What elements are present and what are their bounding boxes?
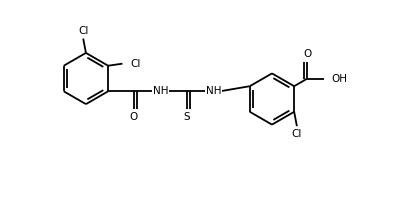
Text: NH: NH: [206, 86, 221, 96]
Text: S: S: [184, 112, 190, 122]
Text: O: O: [130, 112, 138, 122]
Text: Cl: Cl: [78, 26, 88, 36]
Text: Cl: Cl: [130, 59, 141, 69]
Text: Cl: Cl: [292, 129, 302, 139]
Text: NH: NH: [153, 86, 168, 96]
Text: O: O: [303, 49, 311, 59]
Text: OH: OH: [332, 74, 348, 84]
